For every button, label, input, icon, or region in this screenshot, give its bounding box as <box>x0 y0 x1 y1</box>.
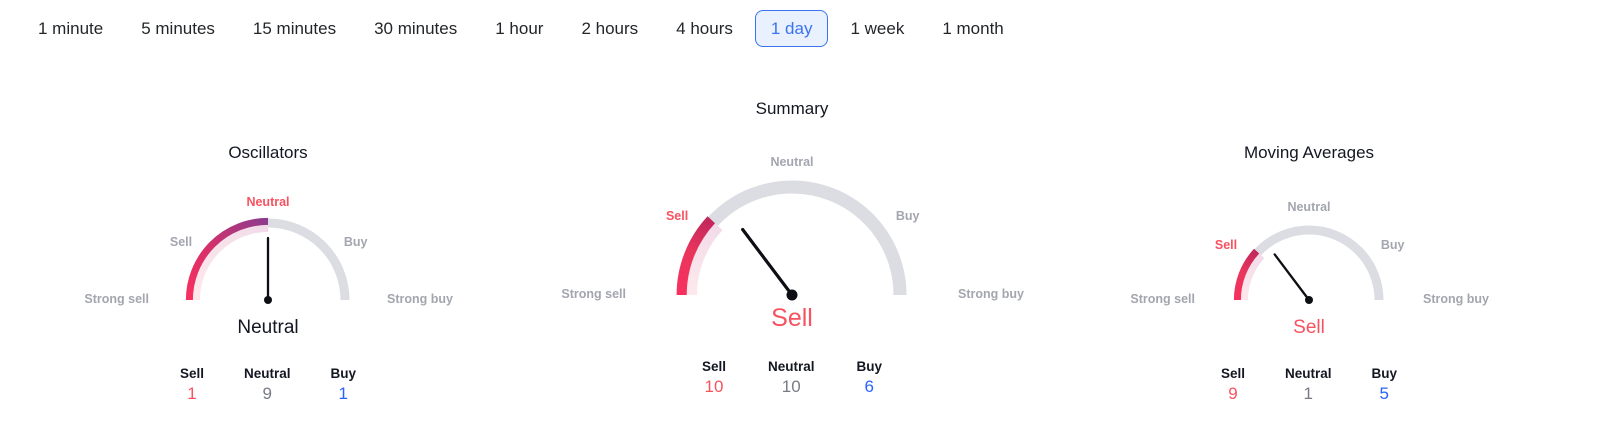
gauge-needle-hub <box>786 289 798 301</box>
interval-tabbar: 1 minute 5 minutes 15 minutes 30 minutes 1 h… <box>0 0 1600 56</box>
gauge-zone-label-sell: Sell <box>169 234 193 249</box>
stat-neutral: Neutral 9 <box>244 365 291 405</box>
interval-tab-4-hours[interactable]: 4 hours <box>676 18 733 38</box>
gauge-fill-arc <box>1233 248 1260 301</box>
panel-title-oscillators: Oscillators <box>228 143 308 162</box>
gauge-fill-arc <box>185 217 269 301</box>
interval-tab-1-hour[interactable]: 1 hour <box>495 18 544 38</box>
stat-value-buy: 6 <box>864 377 874 397</box>
stat-neutral: Neutral 1 <box>1285 365 1332 405</box>
gauge-zone-label-buy: Buy <box>343 234 368 249</box>
stat-sell: Sell 9 <box>1221 365 1245 405</box>
panel-title-moving-averages: Moving Averages <box>1243 143 1375 162</box>
interval-tab-30-minutes[interactable]: 30 minutes <box>374 18 458 38</box>
interval-tab-1-week[interactable]: 1 week <box>850 18 905 38</box>
stat-label-sell: Sell <box>701 359 726 374</box>
gauge-verdict-oscillators: Neutral <box>237 317 299 338</box>
interval-tab-2-hours[interactable]: 2 hours <box>581 18 639 38</box>
stat-label-sell: Sell <box>179 366 204 381</box>
gauge-dial-moving-averages <box>1233 225 1384 304</box>
gauge-zone-label-strong-sell: Strong sell <box>1130 292 1195 306</box>
stat-sell: Sell 1 <box>180 365 204 405</box>
stat-label-buy: Buy <box>1371 366 1398 381</box>
gauge-needle <box>1273 253 1311 302</box>
gauge-zone-label-neutral: Neutral <box>1287 200 1331 214</box>
gauge-oscillators: Strong sell Sell Neutral Buy Strong buy <box>84 175 453 305</box>
gauge-zone-label-sell: Sell <box>665 208 689 223</box>
stat-value-sell: 1 <box>187 384 197 404</box>
gauge-stats-moving-averages: Sell 9 Neutral 1 Buy 5 <box>1129 365 1489 405</box>
stat-neutral: Neutral 10 <box>768 358 815 398</box>
interval-tab-5-minutes[interactable]: 5 minutes <box>141 18 215 38</box>
stat-buy: Buy 5 <box>1372 365 1398 405</box>
gauge-needle <box>741 227 794 297</box>
gauge-zone-label-neutral: Neutral <box>246 195 290 209</box>
gauge-track <box>677 180 907 296</box>
interval-tab-1-month[interactable]: 1 month <box>942 18 1004 38</box>
gauge-fill-glow <box>684 221 723 296</box>
stat-label-neutral: Neutral <box>243 366 291 381</box>
stat-label-neutral: Neutral <box>767 359 815 374</box>
gauge-zone-label-strong-buy: Strong buy <box>1423 292 1489 306</box>
gauge-needle-hub <box>264 296 272 304</box>
stat-buy: Buy 6 <box>857 358 883 398</box>
gauge-zone-label-strong-sell: Strong sell <box>84 292 149 306</box>
interval-tab-1-minute[interactable]: 1 minute <box>38 18 104 38</box>
stat-label-buy: Buy <box>856 359 883 374</box>
gauge-zone-label-buy: Buy <box>895 208 920 223</box>
stat-sell: Sell 10 <box>702 358 726 398</box>
gauge-zone-label-strong-sell: Strong sell <box>561 287 626 301</box>
gauge-summary: Strong sell Sell Neutral Buy Strong buy <box>561 135 1024 301</box>
gauge-verdict-summary: Sell <box>771 304 813 332</box>
stat-value-sell: 10 <box>704 377 724 397</box>
gauge-moving-averages: Strong sell Sell Neutral Buy Strong buy <box>1129 175 1489 305</box>
panel-title-summary: Summary <box>755 99 829 118</box>
gauge-stats-oscillators: Sell 1 Neutral 9 Buy 1 <box>88 365 448 405</box>
stat-value-neutral: 10 <box>781 377 801 397</box>
gauge-zone-label-buy: Buy <box>1380 237 1405 252</box>
gauge-fill-arc <box>676 216 716 296</box>
stat-label-sell: Sell <box>1220 366 1245 381</box>
stat-value-neutral: 1 <box>1303 384 1313 404</box>
gauge-stats-summary: Sell 10 Neutral 10 Buy 6 <box>612 358 972 398</box>
stat-buy: Buy 1 <box>331 365 357 405</box>
interval-tab-1-day[interactable]: 1 day <box>754 9 829 47</box>
gauge-needle-hub <box>1305 296 1313 304</box>
gauge-track <box>1234 225 1384 301</box>
stat-value-buy: 1 <box>338 384 348 404</box>
stat-value-neutral: 9 <box>262 384 272 404</box>
gauge-dial-oscillators <box>185 217 350 304</box>
gauge-zone-label-sell: Sell <box>1214 237 1238 252</box>
gauge-verdict-moving-averages: Sell <box>1293 317 1325 338</box>
gauge-zone-label-strong-buy: Strong buy <box>387 292 453 306</box>
stat-value-buy: 5 <box>1379 384 1389 404</box>
gauge-fill-glow <box>1239 252 1265 301</box>
stat-label-buy: Buy <box>330 366 357 381</box>
interval-tab-15-minutes[interactable]: 15 minutes <box>252 18 337 38</box>
gauge-fill-glow <box>191 223 269 301</box>
gauge-zone-label-neutral: Neutral <box>770 155 814 169</box>
gauge-dial-summary <box>676 180 907 301</box>
stat-label-neutral: Neutral <box>1284 366 1332 381</box>
gauge-zone-label-strong-buy: Strong buy <box>958 287 1024 301</box>
stat-value-sell: 9 <box>1228 384 1238 404</box>
